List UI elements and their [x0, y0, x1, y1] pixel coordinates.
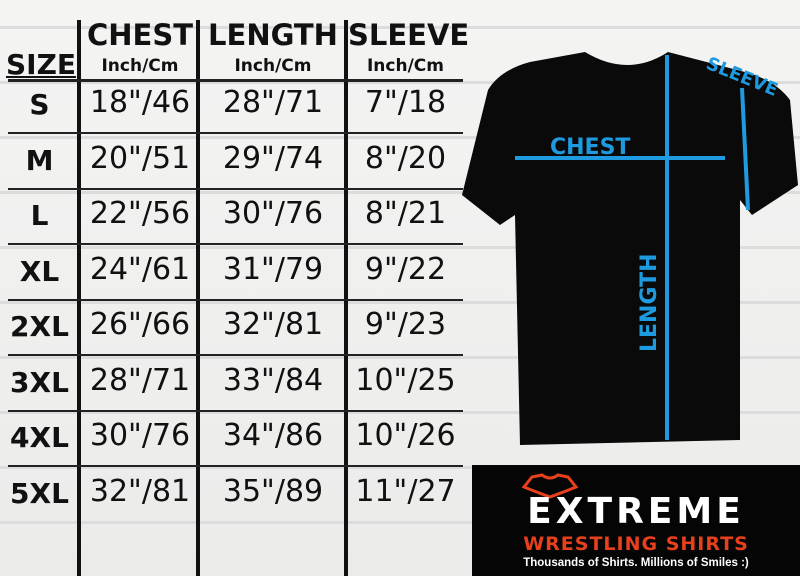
size-cell: 5XL: [10, 476, 69, 510]
unit-sleeve: Inch/Cm: [366, 56, 444, 76]
logo-word-extreme: EXTREME: [527, 491, 745, 532]
measurement-cell: 26"/66: [89, 307, 191, 342]
size-cell: M: [25, 143, 54, 177]
size-cell: 3XL: [10, 365, 69, 399]
row-divider: [8, 298, 463, 301]
measurement-cell: 28"/71: [222, 85, 324, 120]
divider: [196, 20, 200, 576]
logo-tagline: Thousands of Shirts. Millions of Smiles …: [523, 557, 749, 569]
size-cell: S: [29, 88, 50, 121]
divider: [344, 20, 348, 576]
sleeve-line: [740, 87, 750, 211]
measurement-cell: 10"/26: [355, 418, 456, 453]
measurement-cell: 24"/61: [89, 251, 191, 287]
header-size: SIZE: [6, 48, 77, 81]
logo-word-wrestling: WRESTLING SHIRTS: [523, 533, 749, 555]
measurement-cell: 33"/84: [222, 362, 324, 398]
measurement-cell: 8"/20: [364, 140, 447, 176]
size-cell: 4XL: [10, 421, 69, 454]
measurement-cell: 29"/74: [222, 140, 324, 176]
header-chest: CHEST: [86, 18, 194, 52]
measurement-cell: 35"/89: [222, 473, 324, 509]
measurement-cell: 32"/81: [89, 473, 191, 509]
header-length: LENGTH: [208, 18, 338, 52]
chest-label: CHEST: [550, 135, 630, 160]
size-cell: 2XL: [10, 310, 69, 343]
header-sleeve: SLEEVE: [348, 18, 470, 52]
measurement-cell: 10"/25: [355, 362, 456, 398]
size-cell: L: [30, 199, 49, 232]
row-divider: [8, 409, 463, 412]
brand-logo: EXTREME WRESTLING SHIRTS Thousands of Sh…: [472, 465, 800, 576]
unit-chest: Inch/Cm: [101, 56, 179, 76]
row-divider: [8, 354, 463, 356]
measurement-cell: 30"/76: [222, 196, 324, 231]
measurement-cell: 22"/56: [89, 196, 191, 231]
tshirt-shape: [462, 52, 798, 445]
measurement-cell: 20"/51: [89, 140, 191, 176]
header-divider: [8, 79, 463, 82]
size-cell: XL: [19, 254, 60, 288]
measurement-cell: 7"/18: [364, 85, 447, 120]
measurement-cell: 8"/21: [364, 196, 447, 231]
row-divider: [8, 187, 463, 190]
length-label: LENGTH: [637, 253, 662, 352]
measurement-cell: 28"/71: [89, 362, 191, 398]
measurement-cell: 32"/81: [222, 307, 324, 342]
measurement-cell: 11"/27: [355, 473, 456, 509]
row-divider: [8, 465, 463, 467]
measurement-cell: 18"/46: [89, 85, 191, 120]
tshirt-logo-icon: [521, 473, 579, 499]
measurement-cell: 34"/86: [222, 418, 324, 453]
measurement-cell: 31"/79: [222, 251, 324, 287]
unit-length: Inch/Cm: [234, 56, 312, 76]
measurement-cell: 30"/76: [89, 418, 191, 453]
row-divider: [8, 132, 463, 134]
measurement-cell: 9"/22: [364, 251, 447, 287]
divider: [77, 20, 81, 576]
row-divider: [8, 243, 463, 245]
measurement-cell: 9"/23: [364, 307, 447, 342]
